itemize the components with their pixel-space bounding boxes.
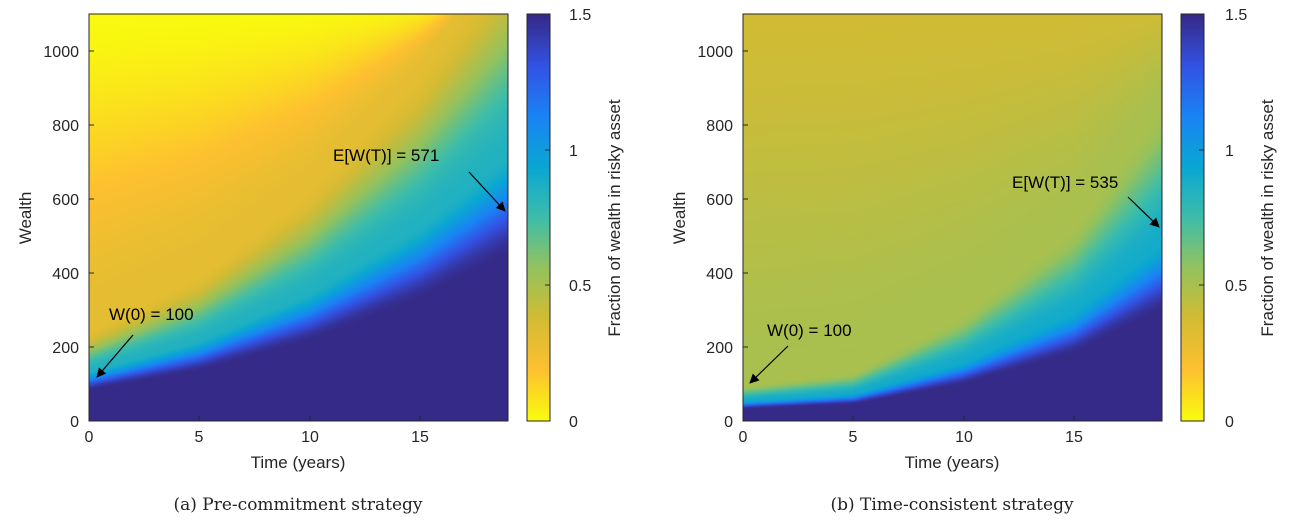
colorbar-tick-label: 1.5 bbox=[1225, 7, 1247, 24]
x-tick-label: 15 bbox=[1065, 429, 1083, 446]
x-tick-label: 15 bbox=[411, 429, 429, 446]
colorbar-tick-label: 0 bbox=[569, 414, 578, 431]
caption-a: (a) Pre-commitment strategy bbox=[174, 495, 423, 515]
annotation-expected-wealth-b: E[W(T)] = 535 bbox=[1012, 173, 1118, 192]
x-axis-ticks-b: 0 5 10 15 bbox=[739, 416, 1083, 446]
colorbar-tick-label: 1 bbox=[569, 143, 578, 160]
caption-b: (b) Time-consistent strategy bbox=[830, 495, 1074, 515]
y-tick-label: 600 bbox=[706, 192, 733, 209]
x-tick-label: 5 bbox=[849, 429, 858, 446]
y-axis-ticks-b: 0 200 400 600 800 1000 bbox=[697, 44, 748, 431]
x-axis-ticks-a: 0 5 10 15 bbox=[85, 416, 429, 446]
x-tick-label: 0 bbox=[739, 429, 748, 446]
annotation-arrow-start-a bbox=[96, 334, 134, 378]
annotation-start-wealth-a: W(0) = 100 bbox=[109, 305, 194, 324]
colorbar-b bbox=[1181, 14, 1204, 421]
x-tick-label: 10 bbox=[955, 429, 973, 446]
colorbar-ticks-b: 0 0.5 1 1.5 bbox=[1199, 7, 1247, 431]
y-tick-label: 400 bbox=[52, 266, 79, 283]
y-tick-label: 200 bbox=[52, 340, 79, 357]
x-tick-label: 5 bbox=[195, 429, 204, 446]
plot-frame-b bbox=[742, 13, 1163, 422]
annotation-arrow-start-b bbox=[749, 345, 789, 384]
colorbar-frame-a bbox=[526, 13, 551, 422]
x-tick-label: 0 bbox=[85, 429, 94, 446]
colorbar-frame-b bbox=[1180, 13, 1205, 422]
annotation-arrow-expected-a bbox=[468, 171, 506, 212]
y-tick-label: 800 bbox=[706, 118, 733, 135]
x-axis-label-b: Time (years) bbox=[905, 453, 1000, 472]
x-tick-label: 10 bbox=[301, 429, 319, 446]
y-axis-label-b: Wealth bbox=[670, 192, 689, 245]
y-tick-label: 600 bbox=[52, 192, 79, 209]
colorbar-label-a: Fraction of wealth in risky asset bbox=[605, 99, 624, 336]
x-axis-label-a: Time (years) bbox=[251, 453, 346, 472]
colorbar-label-b: Fraction of wealth in risky asset bbox=[1258, 99, 1277, 336]
colorbar-tick-label: 1.5 bbox=[569, 7, 591, 24]
y-tick-label: 0 bbox=[724, 414, 733, 431]
panel-b: 0 200 400 600 800 1000 0 5 10 15 Time (y… bbox=[670, 7, 1277, 515]
colorbar-tick-label: 0.5 bbox=[569, 278, 591, 295]
annotation-expected-wealth-a: E[W(T)] = 571 bbox=[333, 146, 439, 165]
y-tick-label: 1000 bbox=[697, 44, 733, 61]
colorbar-tick-label: 0.5 bbox=[1225, 278, 1247, 295]
colorbar-tick-label: 0 bbox=[1225, 414, 1234, 431]
y-axis-label-a: Wealth bbox=[16, 192, 35, 245]
y-tick-label: 200 bbox=[706, 340, 733, 357]
colorbar-tick-label: 1 bbox=[1225, 143, 1234, 160]
y-tick-label: 1000 bbox=[43, 44, 79, 61]
y-tick-label: 800 bbox=[52, 118, 79, 135]
y-axis-ticks-a: 0 200 400 600 800 1000 bbox=[43, 44, 94, 431]
panel-a: 0 200 400 600 800 1000 0 5 10 15 Time (y… bbox=[16, 7, 624, 515]
plot-frame-a bbox=[88, 13, 509, 422]
y-tick-label: 0 bbox=[70, 414, 79, 431]
heatmap-surface-a bbox=[89, 14, 508, 421]
colorbar-a bbox=[527, 14, 550, 421]
colorbar-ticks-a: 0 0.5 1 1.5 bbox=[545, 7, 591, 431]
y-tick-label: 400 bbox=[706, 266, 733, 283]
annotation-start-wealth-b: W(0) = 100 bbox=[767, 321, 852, 340]
annotation-arrow-expected-b bbox=[1127, 196, 1160, 228]
heatmap-surface-b bbox=[743, 14, 1162, 421]
